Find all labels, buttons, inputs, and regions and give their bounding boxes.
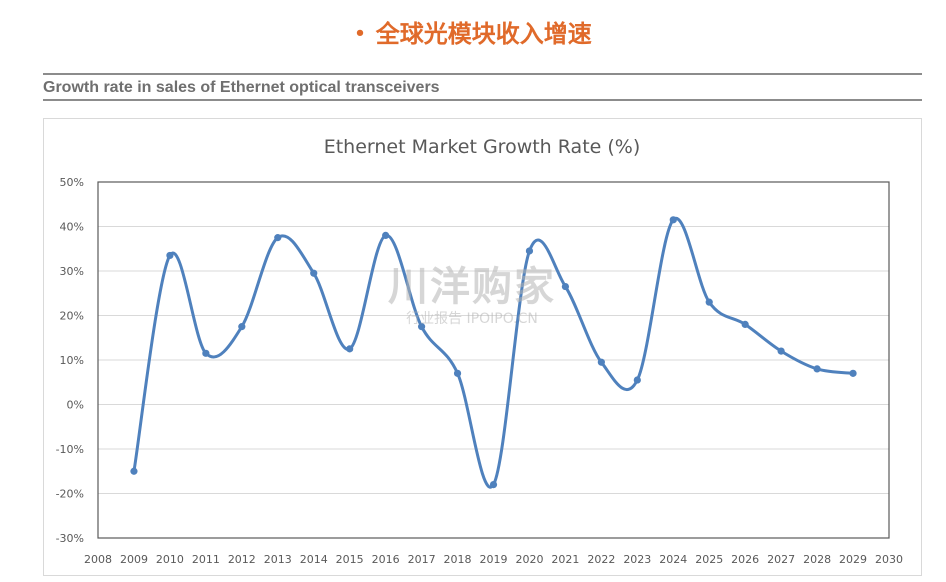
x-tick-label: 2028	[803, 553, 831, 566]
data-point	[525, 247, 534, 255]
data-point	[597, 358, 605, 366]
x-tick-label: 2011	[192, 553, 220, 566]
x-tick-label: 2029	[839, 553, 867, 566]
x-tick-label: 2019	[480, 553, 508, 566]
data-point	[274, 234, 282, 242]
data-point	[346, 345, 354, 353]
y-tick-label: 30%	[60, 265, 84, 278]
y-tick-label: 0%	[67, 399, 84, 412]
y-tick-label: 50%	[60, 176, 84, 189]
y-axis-tick-labels: -30% -20% -10% 0% 10% 20% 30% 40% 50%	[56, 176, 84, 545]
x-tick-label: 2016	[372, 553, 400, 566]
x-tick-label: 2024	[659, 553, 687, 566]
data-point	[813, 365, 821, 373]
slide-title: • 全球光模块收入增速	[0, 14, 946, 49]
x-tick-label: 2021	[551, 553, 579, 566]
y-tick-label: -20%	[56, 488, 84, 501]
x-tick-label: 2025	[695, 553, 723, 566]
x-tick-label: 2022	[587, 553, 615, 566]
y-tick-label: -10%	[56, 443, 84, 456]
growth-rate-line	[132, 216, 854, 489]
heading-top-rule	[43, 73, 922, 75]
data-point	[777, 347, 785, 355]
x-tick-label: 2012	[228, 553, 256, 566]
data-point	[202, 349, 210, 357]
x-tick-label: 2023	[623, 553, 651, 566]
data-point	[382, 231, 390, 239]
heading-bottom-rule	[43, 99, 922, 101]
data-point	[489, 481, 498, 489]
plot-area-border	[97, 181, 890, 539]
x-tick-label: 2027	[767, 553, 795, 566]
data-point	[310, 269, 318, 277]
title-text: 全球光模块收入增速	[375, 19, 592, 48]
x-tick-label: 2026	[731, 553, 759, 566]
x-tick-label: 2013	[264, 553, 292, 566]
x-tick-label: 2015	[336, 553, 364, 566]
x-tick-label: 2020	[515, 553, 543, 566]
chart-title: Ethernet Market Growth Rate (%)	[324, 136, 641, 158]
data-point	[633, 376, 641, 384]
data-point	[130, 467, 138, 475]
x-tick-label: 2010	[156, 553, 184, 566]
data-point	[849, 369, 857, 377]
y-tick-label: 40%	[60, 221, 84, 234]
section-heading: Growth rate in sales of Ethernet optical…	[43, 79, 440, 96]
x-tick-label: 2030	[875, 553, 903, 566]
data-point	[705, 298, 713, 306]
y-tick-label: 10%	[60, 354, 84, 367]
data-point	[238, 323, 246, 331]
x-axis-tick-labels: 2008 2009 2010 2011 2012 2013 2014 2015 2016 2017…	[84, 553, 903, 566]
x-tick-label: 2014	[300, 553, 328, 566]
data-point	[453, 369, 462, 377]
data-points	[130, 216, 857, 489]
y-tick-label: -30%	[56, 532, 84, 545]
data-point	[669, 216, 677, 224]
x-tick-label: 2009	[120, 553, 148, 566]
title-bullet: •	[354, 23, 366, 44]
data-point	[741, 320, 749, 328]
y-tick-label: 20%	[60, 310, 84, 323]
x-tick-label: 2017	[408, 553, 436, 566]
x-tick-label: 2008	[84, 553, 112, 566]
x-tick-label: 2018	[444, 553, 472, 566]
data-point	[561, 282, 570, 291]
data-point	[417, 323, 426, 331]
data-point	[166, 251, 174, 260]
